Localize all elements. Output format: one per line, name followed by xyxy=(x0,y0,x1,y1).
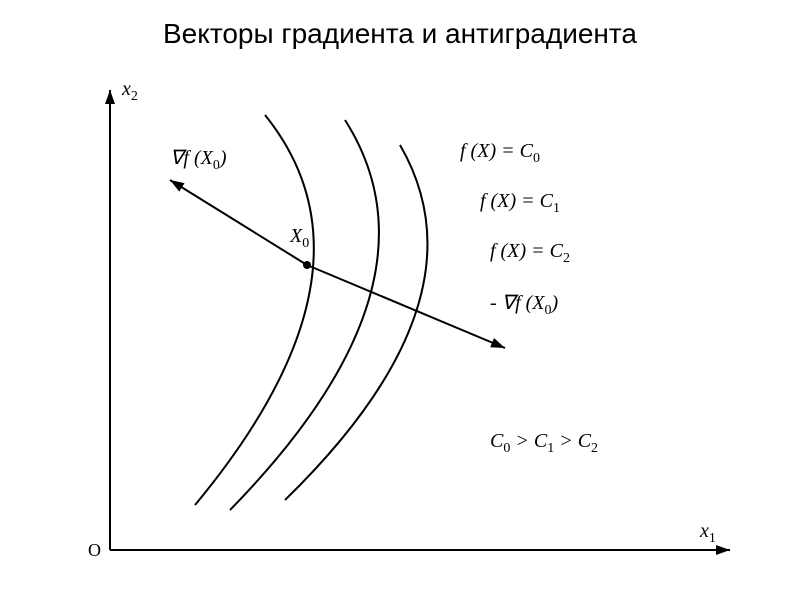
page-title: Векторы градиента и антиградиента xyxy=(0,18,800,50)
axis-label-x2: x2 xyxy=(122,78,138,105)
ordering-inequality: C0 > C1 > C2 xyxy=(490,430,598,457)
origin-label: O xyxy=(88,540,101,561)
axis-label-x1: x1 xyxy=(700,520,716,547)
diagram-container: x2 x1 O X0 ∇f (X0) - ∇f (X0) f (X) = C0 … xyxy=(60,60,760,580)
levelcurve-label-c2: f (X) = C2 xyxy=(490,240,570,267)
point-x0-label: X0 xyxy=(290,225,309,252)
levelcurve-label-c1: f (X) = C1 xyxy=(480,190,560,217)
antigradient-label: - ∇f (X0) xyxy=(490,290,558,319)
levelcurve-label-c0: f (X) = C0 xyxy=(460,140,540,167)
gradient-label: ∇f (X0) xyxy=(170,145,227,174)
diagram-svg xyxy=(60,60,760,580)
